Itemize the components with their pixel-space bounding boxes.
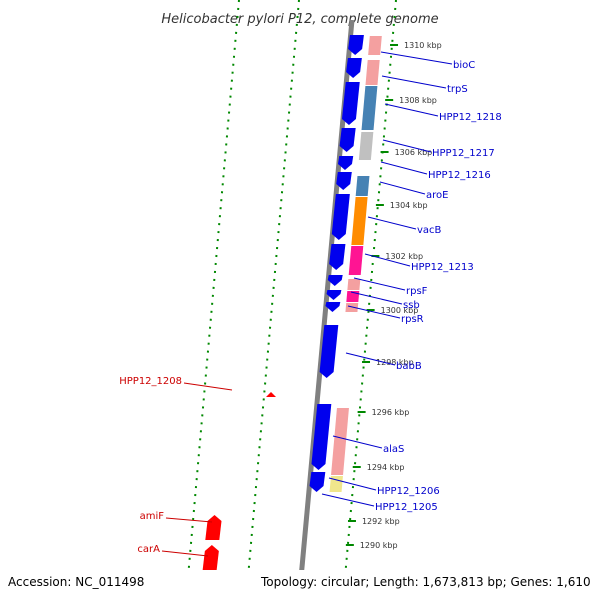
forward-gene-block [341,82,360,125]
colored-annotation-block [368,36,382,55]
colored-annotation-block [361,86,378,130]
leader-line [379,181,426,195]
gene-label: trpS [447,84,468,95]
reverse-gene-block [202,545,219,570]
gene-label: babB [396,361,422,372]
forward-gene-block [311,404,332,470]
leader-line [364,253,411,267]
reverse-gene-block [205,515,222,540]
leader-line [161,550,209,557]
gene-label: amiF [140,511,165,522]
tick-label: 1292 kbp [362,517,400,526]
reverse-gene-labels: HPP12_1208 amiF carA [119,376,233,557]
tick-label: 1300 kbp [381,306,419,315]
leader-line [347,305,401,319]
tick-label: 1294 kbp [367,463,405,472]
forward-gene-block [331,194,350,240]
inner-ring [185,0,240,600]
forward-gene-block [329,244,346,270]
forward-gene-block [346,58,362,78]
gene-label: rpsF [406,286,428,297]
forward-gene-block [326,290,342,300]
gene-label: ssb [403,300,420,311]
forward-gene-labels: bioC trpS HPP12_1218 HPP12_1217 HPP12_1216ar… [321,51,502,513]
gene-label: carA [137,544,160,555]
colored-annotation-block [358,132,374,160]
colored-annotation-block [345,303,359,312]
colored-annotation-block [348,246,364,275]
tick-label: 1296 kbp [372,408,410,417]
gene-label: HPP12_1218 [439,112,502,123]
leader-line [165,517,213,523]
tick-label: 1310 kbp [404,41,442,50]
colored-annotation-block [365,60,380,85]
leader-line [353,277,406,291]
forward-gene-block [337,156,354,170]
colored-annotation-block [355,176,370,196]
tick-rings [185,0,397,600]
gene-label: rpsR [401,314,424,325]
colored-annotation-block [329,476,343,492]
topology-text: Topology: circular; Length: 1,673,813 bp… [260,575,591,589]
reverse-gene-block [266,392,276,397]
gene-label: HPP12_1217 [432,148,495,159]
leader-line [328,477,377,491]
forward-gene-block [336,172,352,190]
leader-line [367,216,417,230]
gene-label: alaS [383,444,404,455]
leader-line [345,352,396,366]
tick-label: 1302 kbp [385,252,423,261]
forward-gene-block [309,472,326,492]
gene-label: vacB [417,225,442,236]
forward-gene-block [339,128,356,152]
leader-line [380,51,453,65]
leader-line [321,493,375,507]
tick-label: 1298 kbp [376,358,414,367]
leader-line [183,382,233,391]
tick-label: 1290 kbp [360,541,398,550]
footer-background [0,570,600,600]
gene-label: HPP12_1213 [411,262,474,273]
accession-text: Accession: NC_011498 [8,575,144,589]
gene-label: HPP12_1205 [375,502,438,513]
leader-line [380,161,428,175]
leader-line [350,291,403,305]
colored-annotation-block [347,279,361,290]
gene-label: HPP12_1208 [119,376,182,387]
leader-line [384,103,439,117]
gene-label: aroE [426,190,448,201]
forward-gene-block [348,35,364,55]
colored-annotation-block [351,197,368,245]
tick-track: 1310 kbp 1308 kbp 1306 kbp 1304 kbp 1302 kbp… [345,41,442,550]
forward-gene-block [327,275,343,286]
gene-label: HPP12_1206 [377,486,440,497]
leader-line [382,139,432,153]
leader-line [381,75,447,89]
colored-annotation-block [346,291,360,302]
tick-label: 1308 kbp [399,96,437,105]
tick-label: 1304 kbp [390,201,428,210]
leader-line [332,435,383,449]
gene-label: bioC [453,60,475,71]
forward-gene-block [325,302,341,312]
gene-label: HPP12_1216 [428,170,491,181]
map-title: Helicobacter pylori P12, complete genome [161,12,438,27]
tick-label: 1306 kbp [395,148,433,157]
gene-track [200,35,382,600]
forward-gene-block [319,325,339,378]
outer-ring [245,0,300,600]
colored-annotation-block [331,408,349,475]
